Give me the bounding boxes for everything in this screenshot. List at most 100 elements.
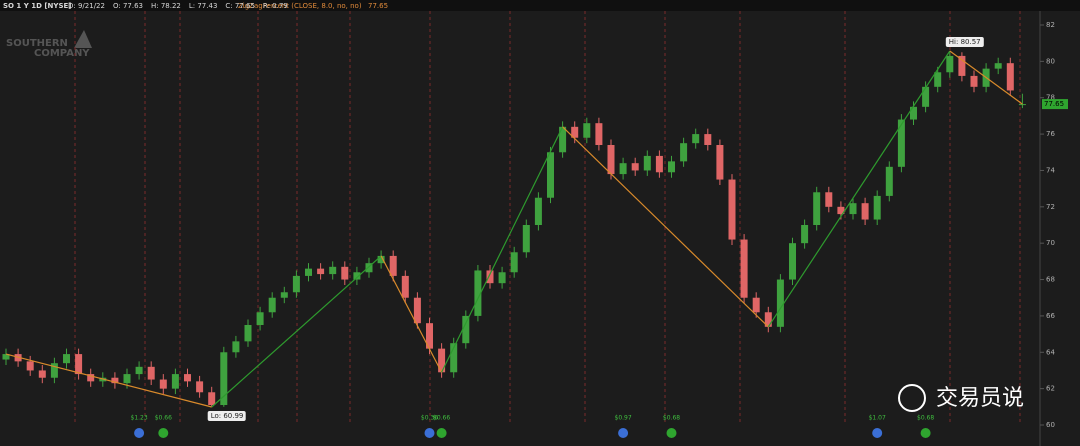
y-tick-label: 70	[1046, 239, 1055, 247]
candle-body	[559, 126, 567, 153]
candle-body	[692, 134, 700, 144]
y-tick-label: 80	[1046, 57, 1055, 65]
pivot-label-text: Lo: 60.99	[211, 412, 244, 420]
y-tick-label: 66	[1046, 312, 1055, 320]
watermark-text: 交易员说	[936, 386, 1024, 411]
candle-body	[232, 341, 240, 353]
pivot-label-text: Hi: 80.57	[949, 38, 981, 46]
candle-body	[50, 363, 58, 378]
y-tick-label: 62	[1046, 385, 1055, 393]
candle-body	[740, 239, 748, 298]
header-field: H: 78.22	[151, 2, 181, 10]
candle-body	[861, 203, 869, 220]
zigzag-segment	[767, 50, 951, 328]
candle-body	[789, 243, 796, 280]
header-bar	[0, 0, 1080, 11]
header-field: R: 0.79	[263, 2, 288, 10]
candle-body	[680, 143, 688, 162]
zigzag-segment	[441, 126, 564, 373]
logo-mark	[74, 30, 92, 48]
zigzag-segment	[5, 353, 212, 408]
study-name: ZigZagPercent (CLOSE, 8.0, no, no)	[238, 2, 362, 10]
candle-body	[571, 126, 579, 138]
event-icon[interactable]	[134, 428, 145, 438]
event-icon[interactable]	[920, 428, 931, 438]
candle-body	[63, 354, 70, 364]
candle-body	[268, 297, 276, 313]
event-icon[interactable]	[872, 428, 883, 438]
candle-body	[486, 270, 494, 284]
candle-body	[934, 72, 942, 87]
pivot-label-box	[945, 37, 984, 47]
candle-body	[462, 315, 470, 344]
header-field: O: 77.63	[113, 2, 143, 10]
candle-body	[1006, 63, 1014, 91]
candle-body	[111, 377, 119, 384]
candle-body	[159, 379, 167, 389]
price-tag-text: 77.65	[1044, 100, 1064, 108]
candle-body	[922, 86, 930, 107]
candle-body	[619, 163, 627, 175]
event-icon[interactable]	[158, 428, 169, 438]
event-icon[interactable]	[666, 428, 677, 438]
pivot-label-box	[207, 411, 246, 421]
candle-body	[147, 366, 155, 380]
candle-body	[716, 145, 724, 180]
event-icon[interactable]	[436, 428, 447, 438]
candle-body	[801, 225, 809, 244]
candle-body	[377, 255, 385, 264]
pivot-label: Hi: 80.57	[945, 37, 984, 47]
candle-body	[643, 155, 651, 171]
watermark: 交易员说	[898, 384, 1024, 412]
candle-body	[547, 152, 554, 198]
candle-body	[752, 297, 760, 313]
event-label: $1.23	[131, 415, 148, 422]
event-label: $0.66	[433, 415, 450, 422]
candle-body	[87, 374, 95, 382]
y-tick-label: 68	[1046, 276, 1055, 284]
symbol: SO 1 Y 1D [NYSE]	[3, 2, 72, 10]
y-tick-label: 72	[1046, 203, 1055, 211]
candle-body	[583, 123, 591, 138]
candle-body	[498, 272, 506, 284]
month-lines	[74, 11, 1021, 425]
candle-body	[873, 195, 881, 220]
candle-body	[135, 366, 143, 375]
zigzag-segment	[211, 255, 382, 408]
candle-body	[329, 266, 337, 275]
candle-body	[534, 197, 542, 225]
candle-body	[438, 348, 446, 373]
event-icon[interactable]	[424, 428, 435, 438]
y-tick-label: 76	[1046, 130, 1055, 138]
candle-body	[220, 352, 228, 405]
candle-body	[75, 354, 83, 375]
study-value: 77.65	[368, 2, 388, 10]
candle-body	[426, 323, 433, 349]
event-label: $0.66	[155, 415, 172, 422]
candle-body	[365, 263, 373, 273]
candle-body	[38, 370, 46, 378]
candle-body	[970, 75, 978, 87]
candle-body	[704, 134, 712, 145]
logo-text: COMPANY	[34, 48, 90, 59]
candle-body	[123, 374, 131, 384]
y-tick-label: 82	[1046, 21, 1055, 29]
event-icon[interactable]	[618, 428, 629, 438]
candle-body	[280, 292, 288, 298]
candle-body	[994, 63, 1002, 69]
candle-body	[655, 155, 663, 173]
candle-body	[353, 272, 361, 280]
zigzag-segment	[949, 50, 1023, 105]
candle-body	[256, 312, 264, 325]
pivot-label: Lo: 60.99	[207, 411, 246, 421]
y-tick-label: 64	[1046, 348, 1055, 356]
event-label: $0.68	[663, 415, 680, 422]
candle-body	[764, 312, 772, 327]
candle-body	[450, 343, 458, 373]
candle-body	[595, 123, 603, 145]
candle-body	[26, 361, 34, 371]
candle-body	[389, 255, 397, 276]
candle-body	[668, 161, 675, 173]
logo: SOUTHERN COMPANY	[6, 30, 92, 59]
